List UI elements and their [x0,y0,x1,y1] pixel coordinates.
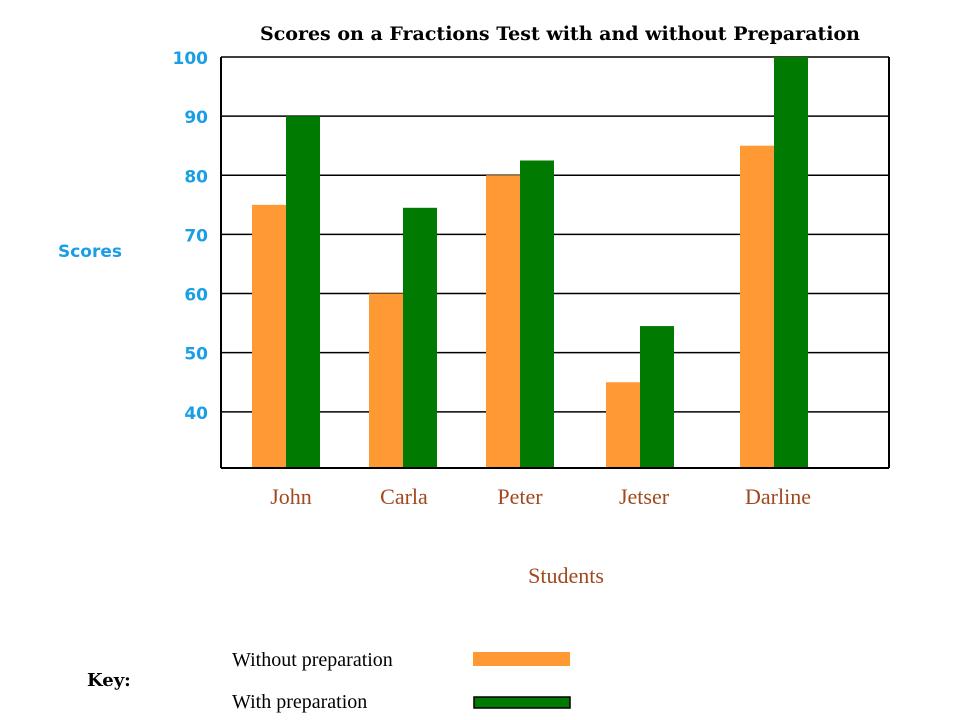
bar-without-darline [740,145,774,469]
y-tick-label: 50 [184,345,208,365]
y-tick-label: 80 [184,167,208,187]
bar-without-jetser [606,382,640,468]
legend-swatch-with [473,696,571,709]
legend-title: Key: [87,670,131,691]
bar-with-john [286,116,320,468]
x-tick-label: Carla [380,484,428,509]
gridlines [221,56,889,413]
y-axis-label: Scores [58,242,122,262]
bar-without-peter [486,175,520,468]
y-tick-label: 70 [184,226,208,246]
chart-title: Scores on a Fractions Test with and with… [260,23,860,45]
bar-with-peter [520,160,554,469]
x-tick-labels: John Carla Peter Jetser Darline [270,484,811,509]
y-tick-labels: 40 50 60 70 80 90 100 [173,49,209,424]
bar-without-john [252,204,286,468]
y-tick-label: 60 [184,286,208,306]
x-tick-label: Jetser [619,484,670,509]
y-tick-label: 40 [184,404,208,424]
bar-with-jetser [640,326,674,468]
legend-swatch-without [473,652,570,666]
y-tick-label: 100 [173,49,209,69]
x-tick-label: Darline [745,484,811,509]
bar-without-carla [369,293,403,468]
x-tick-label: Peter [497,484,543,509]
y-tick-label: 90 [184,108,208,128]
legend-label-without: Without preparation [232,649,393,671]
bar-with-darline [774,57,808,468]
legend-label-with: With preparation [232,691,367,713]
bars [252,57,808,469]
x-tick-label: John [270,484,312,509]
legend: Key: Without preparation With preparatio… [87,649,571,713]
x-axis-label: Students [528,563,604,588]
bar-with-carla [403,207,437,468]
